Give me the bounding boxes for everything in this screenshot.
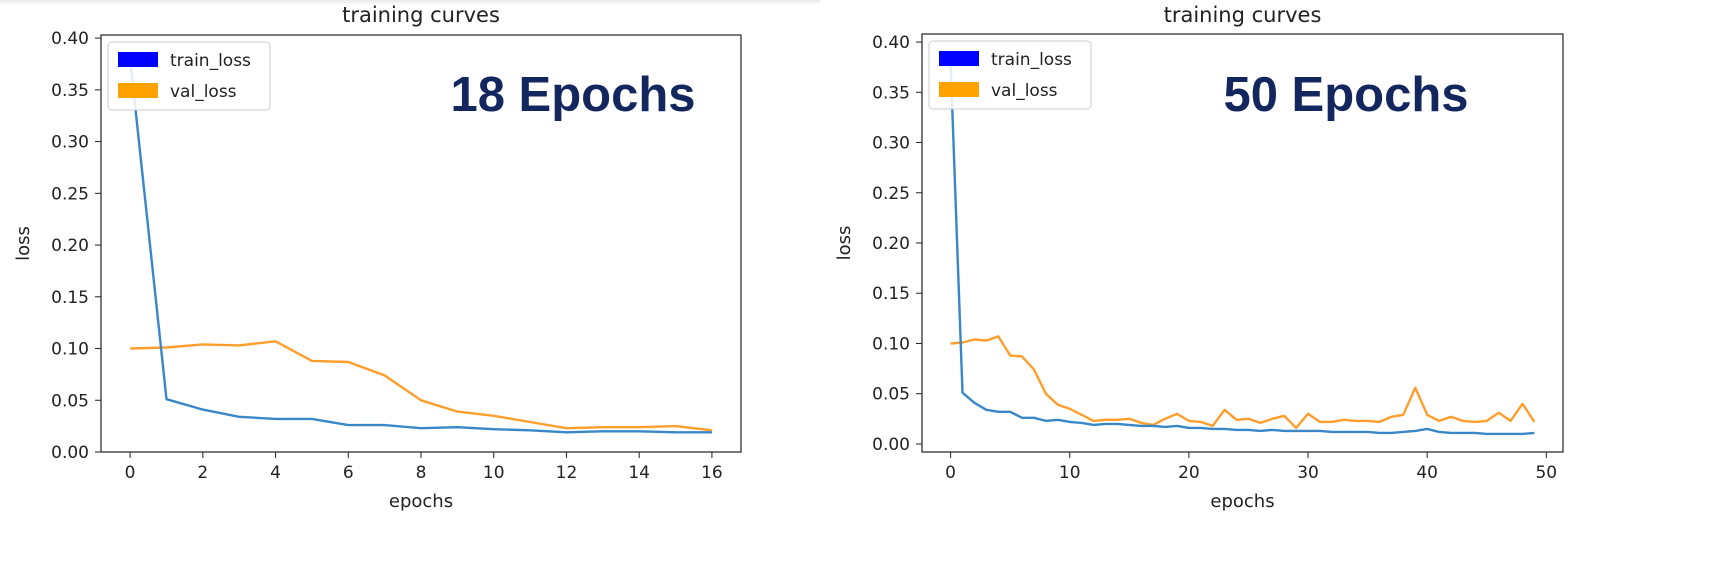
epochs-annotation: 50 Epochs: [1223, 68, 1468, 122]
y-tick-label: 0.10: [872, 334, 910, 354]
legend-swatch-val_loss: [118, 83, 158, 98]
x-tick-label: 10: [483, 463, 505, 483]
x-tick-label: 40: [1416, 463, 1438, 483]
x-tick-label: 0: [945, 463, 956, 483]
y-axis-label: loss: [13, 226, 34, 261]
legend-swatch-val_loss: [939, 82, 979, 97]
x-tick-label: 30: [1297, 463, 1319, 483]
x-tick-label: 12: [556, 463, 578, 483]
x-tick-label: 14: [628, 463, 650, 483]
x-tick-label: 0: [125, 463, 136, 483]
y-tick-label: 0.35: [51, 81, 89, 101]
series-line-train_loss: [128, 58, 712, 434]
x-tick-label: 10: [1059, 463, 1081, 483]
legend-swatch-train_loss: [118, 52, 158, 67]
y-axis-label: loss: [834, 226, 855, 261]
series-line-val_loss: [950, 335, 1536, 430]
legend-label: train_loss: [170, 51, 251, 71]
y-tick-label: 0.35: [872, 83, 910, 103]
y-tick-label: 0.05: [51, 391, 89, 411]
legend: train_loss val_loss: [107, 41, 271, 111]
x-tick-label: 2: [197, 463, 208, 483]
x-tick-label: 50: [1535, 463, 1557, 483]
chart-1: training curves 0.00 0.05 0.10 0.15 0.20 0.25 0…: [13, 3, 742, 512]
x-tick-label: 8: [416, 463, 427, 483]
chart-title: training curves: [342, 3, 500, 27]
y-tick-label: 0.25: [51, 184, 89, 204]
y-tick-label: 0.25: [872, 184, 910, 204]
y-tick-label: 0.05: [872, 385, 910, 405]
legend-label: val_loss: [170, 82, 237, 102]
legend-label: train_loss: [991, 50, 1072, 70]
top-window-edge: [0, 0, 820, 5]
y-tick-label: 0.20: [51, 236, 89, 256]
chart-2: training curves 0.00 0.05 0.10 0.15 0.20 0.25 0…: [834, 3, 1564, 512]
y-tick-label: 0.30: [51, 133, 89, 153]
y-tick-label: 0.00: [872, 435, 910, 455]
y-tick-label: 0.00: [51, 443, 89, 463]
y-tick-label: 0.40: [872, 33, 910, 53]
y-tick-label: 0.30: [872, 134, 910, 154]
series-line-val_loss: [130, 340, 713, 432]
y-tick-label: 0.40: [51, 29, 89, 49]
x-tick-label: 4: [270, 463, 281, 483]
y-tick-label: 0.10: [51, 340, 89, 360]
y-tick-label: 0.15: [51, 288, 89, 308]
legend-swatch-train_loss: [939, 51, 979, 66]
x-axis-label: epochs: [389, 491, 453, 512]
y-tick-label: 0.20: [872, 234, 910, 254]
x-tick-label: 16: [701, 463, 723, 483]
series-line-train_loss: [949, 62, 1535, 436]
legend-label: val_loss: [991, 81, 1058, 101]
legend: train_loss val_loss: [928, 40, 1092, 110]
y-tick-label: 0.15: [872, 284, 910, 304]
x-tick-label: 6: [343, 463, 354, 483]
epochs-annotation: 18 Epochs: [450, 68, 695, 122]
x-tick-label: 20: [1178, 463, 1200, 483]
chart-title: training curves: [1164, 3, 1322, 27]
x-axis-label: epochs: [1210, 491, 1274, 512]
